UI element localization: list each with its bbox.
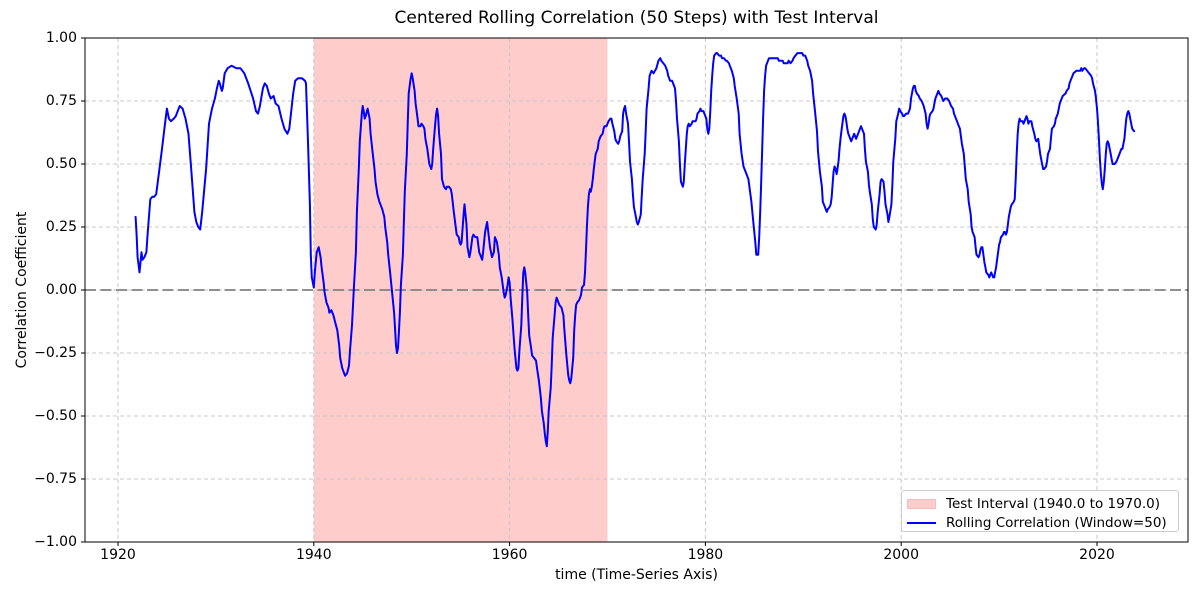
x-tick-label: 2000 <box>883 547 920 563</box>
chart-title: Centered Rolling Correlation (50 Steps) … <box>394 8 879 28</box>
legend-label-rolling-correlation: Rolling Correlation (Window=50) <box>946 514 1167 531</box>
legend-item-rolling-correlation: Rolling Correlation (Window=50) <box>907 513 1178 532</box>
y-tick-label: −0.25 <box>34 345 77 361</box>
x-tick-label: 1960 <box>491 547 528 563</box>
y-tick-label: −0.50 <box>34 408 77 424</box>
x-tick-label: 2020 <box>1079 547 1115 563</box>
x-tick-label: 1980 <box>687 547 724 563</box>
y-tick-label: 0.50 <box>45 156 77 172</box>
legend-item-test-interval: Test Interval (1940.0 to 1970.0) <box>907 494 1178 513</box>
x-tick-label: 1940 <box>295 547 332 563</box>
y-tick-label: −0.75 <box>34 471 77 487</box>
rolling-correlation-swatch-icon <box>907 521 936 524</box>
test-interval-swatch-icon <box>907 498 936 509</box>
legend-label-test-interval: Test Interval (1940.0 to 1970.0) <box>946 495 1161 512</box>
y-tick-label: 0.25 <box>45 219 77 235</box>
y-tick-label: 0.00 <box>45 282 77 298</box>
rolling-correlation-line <box>134 52 1136 448</box>
legend: Test Interval (1940.0 to 1970.0) Rolling… <box>901 490 1179 532</box>
y-tick-label: 0.75 <box>45 93 77 109</box>
x-axis-label: time (Time-Series Axis) <box>555 567 718 583</box>
y-tick-label: 1.00 <box>45 30 77 46</box>
y-tick-label: −1.00 <box>34 534 77 550</box>
x-tick-label: 1920 <box>100 547 136 563</box>
